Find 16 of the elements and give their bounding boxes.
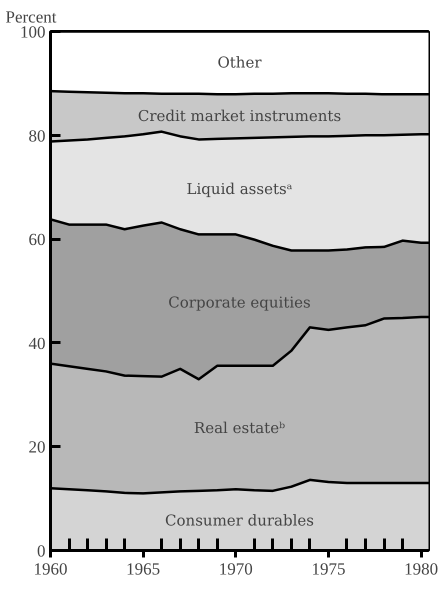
x-tick-label: 1980 [404,560,438,578]
y-tick-label: 40 [28,334,46,353]
x-tick-label: 1975 [311,560,346,578]
y-tick-label: 0 [37,542,46,560]
y-tick-label: 60 [28,230,46,250]
series-label: Other [217,54,262,72]
y-tick-label: 80 [28,126,46,146]
x-tick-label: 1970 [218,560,253,578]
series-label: Liquid assetsᵃ [186,180,293,198]
series-label: Corporate equities [168,294,311,312]
x-tick-label: 1960 [34,560,68,578]
series-label: Consumer durables [165,511,314,530]
x-tick-label: 1965 [126,560,160,578]
series-label: Credit market instruments [138,106,342,125]
y-tick-label: 20 [28,438,46,457]
series-label: Real estateᵇ [194,419,286,438]
